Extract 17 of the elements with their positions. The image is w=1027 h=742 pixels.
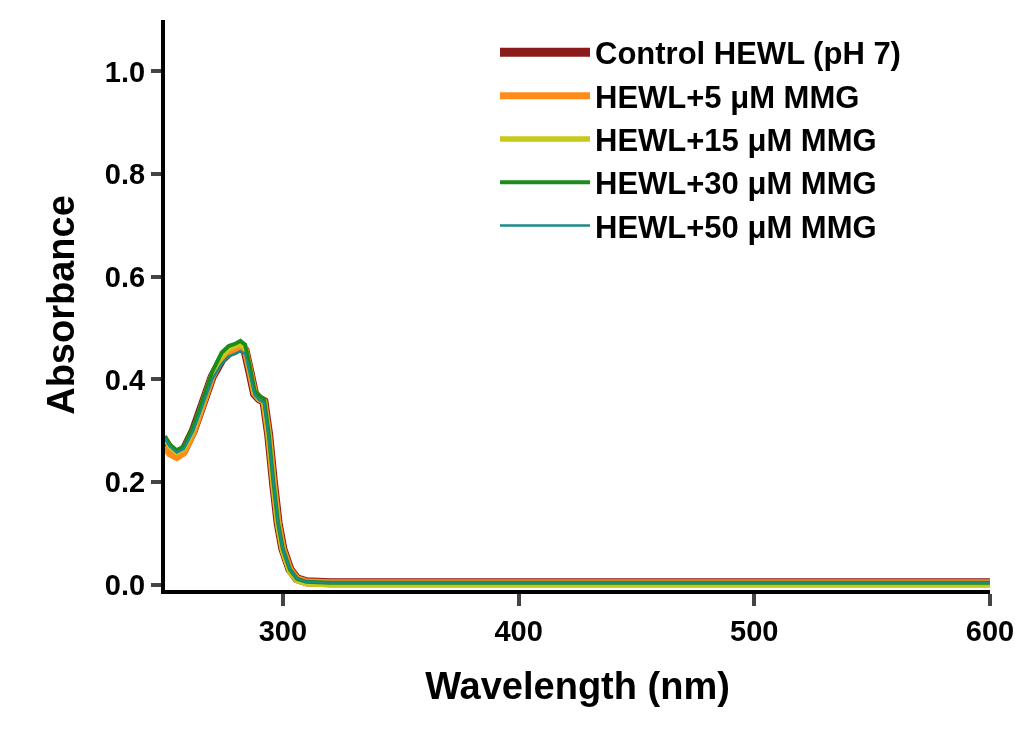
y-tick-label: 1.0 (104, 55, 146, 88)
legend-label: HEWL+30 μM MMG (595, 166, 877, 202)
x-tick-label: 600 (965, 614, 1015, 647)
y-axis-title: Absorbance (39, 195, 82, 415)
y-tick-label: 0.8 (104, 158, 146, 191)
y-tick-label: 0.4 (104, 363, 146, 396)
legend-label: Control HEWL (pH 7) (595, 36, 901, 72)
y-tick-label: 0.6 (104, 260, 146, 293)
x-tick-label: 500 (730, 614, 779, 647)
legend-label: HEWL+50 μM MMG (595, 209, 877, 245)
y-tick-label: 0.2 (104, 466, 146, 499)
y-tick-label: 0.0 (104, 569, 146, 602)
legend-label: HEWL+5 μM MMG (595, 79, 860, 115)
x-axis-title: Wavelength (nm) (425, 665, 730, 708)
legend-label: HEWL+15 μM MMG (595, 123, 877, 159)
x-tick-label: 400 (494, 614, 543, 647)
x-tick-label: 300 (258, 614, 308, 647)
